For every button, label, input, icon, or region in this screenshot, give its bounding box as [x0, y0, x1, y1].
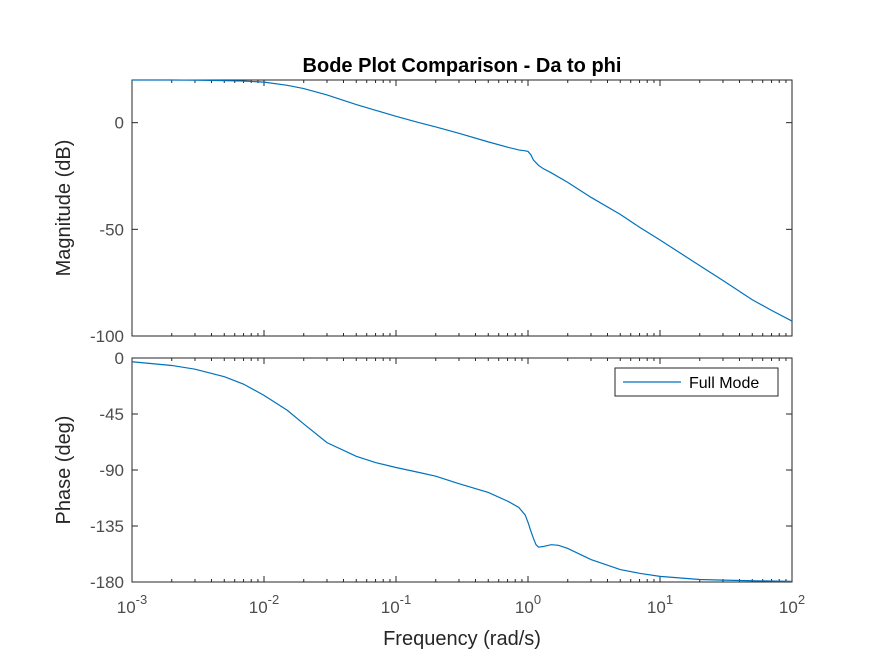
x-tick-label: 102 [779, 592, 805, 617]
y-axis-label: Phase (deg) [53, 416, 75, 525]
series-line [131, 361, 793, 582]
x-tick-label: 101 [647, 592, 673, 617]
y-tick-label: -50 [99, 220, 124, 239]
y-tick-label: 0 [115, 349, 124, 368]
legend-box [614, 367, 779, 397]
figure-title: Bode Plot Comparison - Da to phi [303, 55, 622, 77]
x-tick-label: 10-1 [381, 592, 411, 617]
x-tick-label: 100 [515, 592, 541, 617]
legend-label: Full Mode [689, 375, 759, 392]
y-tick-label: -90 [99, 461, 124, 480]
magnitude-axes: 0 -50 -100 Magnitude (dB) [53, 79, 793, 346]
axes-box [131, 79, 793, 337]
y-tick-label: -45 [99, 405, 124, 424]
y-tick-label: -135 [90, 517, 124, 536]
y-axis-label: Magnitude (dB) [53, 140, 75, 277]
y-tick-label: -100 [90, 327, 124, 346]
x-axis-label: Frequency (rad/s) [383, 628, 541, 650]
x-tick-label: 10-2 [249, 592, 279, 617]
x-tick-label: 10-3 [117, 592, 147, 617]
series-line [132, 79, 793, 322]
phase-axes: 0 -45 -90 -135 -180 Phase (deg) 10-3 10-2 10-1 10… [53, 349, 805, 617]
y-tick-label: 0 [115, 114, 124, 133]
y-tick-label: -180 [90, 573, 124, 592]
